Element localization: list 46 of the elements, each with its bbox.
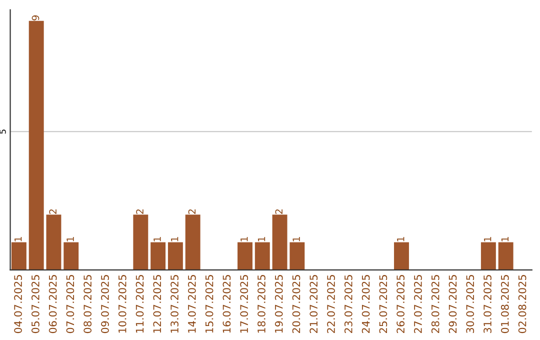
- x-tick-label: 10.07.2025: [118, 275, 126, 333]
- data-label: 1: [484, 237, 492, 242]
- x-tick-label: 15.07.2025: [205, 275, 214, 333]
- data-label: 9: [32, 15, 40, 20]
- data-label: 1: [240, 237, 248, 242]
- x-tick-label: 29.07.2025: [448, 275, 457, 334]
- data-label: 1: [154, 237, 161, 242]
- x-tick-label: 01.08.2025: [500, 275, 509, 334]
- x-tick-label: 06.07.2025: [48, 275, 57, 334]
- x-tick-label: 30.07.2025: [466, 275, 474, 333]
- x-tick-label: 14.07.2025: [188, 275, 196, 333]
- x-tick-label: 04.07.2025: [14, 275, 22, 334]
- data-label: 1: [397, 237, 404, 242]
- data-label: 1: [501, 237, 508, 242]
- x-tick-label: 31.07.2025: [484, 275, 492, 333]
- data-label: 1: [258, 237, 266, 242]
- x-tick-label: 20.07.2025: [292, 275, 300, 334]
- data-label: 2: [136, 209, 144, 214]
- data-label: 1: [292, 237, 300, 242]
- data-label: 1: [14, 237, 22, 242]
- x-tick-label: 27.07.2025: [414, 275, 422, 334]
- x-tick-label: 13.07.2025: [170, 275, 178, 333]
- data-label: 2: [188, 209, 196, 214]
- x-tick-label: 16.07.2025: [222, 275, 231, 333]
- x-tick-label: 09.07.2025: [101, 275, 109, 334]
- x-tick-label: 26.07.2025: [396, 275, 405, 334]
- x-tick-label: 02.08.2025: [518, 275, 526, 334]
- x-tick-label: 23.07.2025: [344, 275, 352, 334]
- x-tick-label: 18.07.2025: [258, 275, 266, 333]
- x-tick-label: 07.07.2025: [66, 275, 74, 334]
- x-tick-label: 17.07.2025: [240, 275, 248, 333]
- x-tick-label: 08.07.2025: [84, 275, 92, 334]
- x-tick-label: 11.07.2025: [136, 275, 144, 333]
- data-label: 2: [49, 209, 56, 214]
- x-tick-label: 24.07.2025: [362, 275, 370, 334]
- x-tick-label: 25.07.2025: [379, 275, 388, 334]
- data-label: 1: [66, 237, 74, 242]
- x-tick-label: 22.07.2025: [327, 275, 335, 334]
- data-label: 1: [171, 237, 178, 242]
- x-tick-label: 21.07.2025: [310, 275, 318, 334]
- x-tick-label: 12.07.2025: [153, 275, 162, 333]
- x-tick-label: 28.07.2025: [431, 275, 440, 334]
- x-tick-label: 19.07.2025: [274, 275, 283, 333]
- data-label: 2: [275, 209, 282, 214]
- y-tick-label: 5: [0, 130, 6, 134]
- x-tick-label: 05.07.2025: [31, 275, 40, 334]
